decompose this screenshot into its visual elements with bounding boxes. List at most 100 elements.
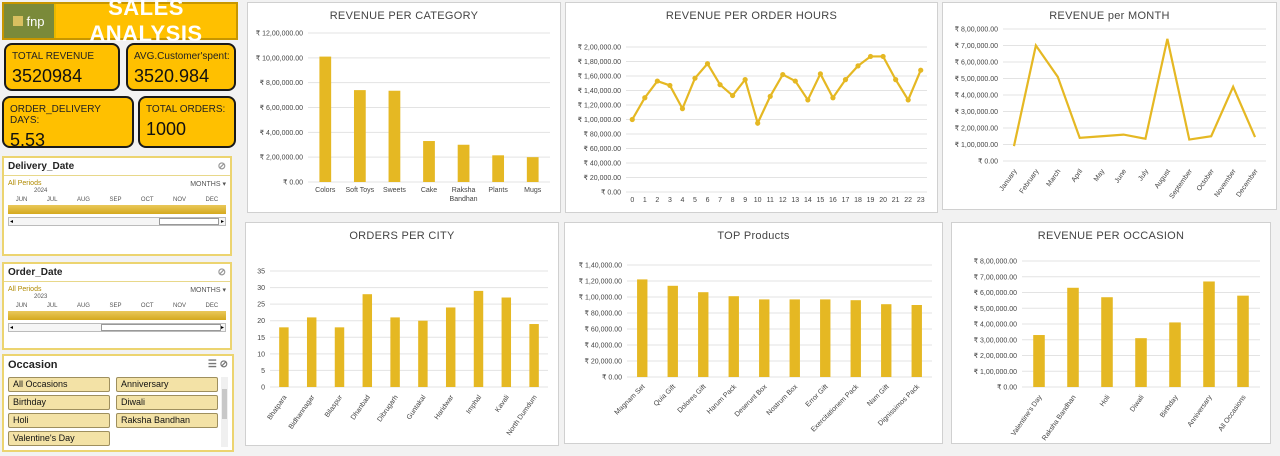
- bar[interactable]: [423, 141, 435, 182]
- kpi-label: TOTAL REVENUE: [12, 51, 95, 62]
- data-point[interactable]: [717, 82, 723, 88]
- bar[interactable]: [457, 144, 470, 182]
- bar[interactable]: [1135, 338, 1147, 387]
- data-point[interactable]: [667, 82, 673, 89]
- data-point[interactable]: [893, 77, 899, 83]
- bar[interactable]: [492, 155, 505, 182]
- bar[interactable]: [1033, 335, 1045, 387]
- bar[interactable]: [319, 56, 332, 182]
- bar[interactable]: [759, 299, 770, 377]
- x-tick-label: June: [1114, 168, 1129, 185]
- data-point[interactable]: [918, 67, 924, 73]
- clear-filter-icon[interactable]: ⊘: [219, 359, 228, 370]
- months-dropdown[interactable]: MONTHS ▾: [190, 181, 226, 188]
- timeline-bar[interactable]: [8, 311, 226, 320]
- bar[interactable]: [362, 294, 373, 387]
- clear-filter-icon[interactable]: ⊘: [217, 267, 226, 278]
- clear-filter-icon[interactable]: ⊘: [217, 161, 226, 172]
- bar[interactable]: [445, 307, 456, 387]
- bar[interactable]: [789, 299, 800, 377]
- month-label[interactable]: OCT: [140, 197, 154, 203]
- timeline-bar[interactable]: [8, 205, 226, 214]
- bar[interactable]: [1203, 281, 1215, 387]
- month-label[interactable]: NOV: [173, 303, 187, 309]
- occasion-option[interactable]: Raksha Bandhan: [116, 413, 218, 428]
- data-point[interactable]: [629, 116, 635, 123]
- data-point[interactable]: [880, 53, 886, 60]
- bar[interactable]: [501, 297, 512, 387]
- month-label[interactable]: SEP: [109, 303, 122, 309]
- data-point[interactable]: [755, 120, 761, 126]
- month-label[interactable]: JUL: [46, 303, 58, 309]
- bar[interactable]: [418, 320, 428, 387]
- data-point[interactable]: [692, 75, 698, 81]
- bar[interactable]: [881, 304, 892, 377]
- data-point[interactable]: [855, 63, 861, 69]
- data-point[interactable]: [830, 95, 836, 101]
- data-point[interactable]: [842, 77, 849, 83]
- bar[interactable]: [1101, 297, 1113, 387]
- delivery-date-slicer[interactable]: Delivery_Date ⊘ All Periods MONTHS ▾ 2024 …: [2, 156, 232, 256]
- bar[interactable]: [1067, 287, 1079, 387]
- order-date-slicer[interactable]: Order_Date ⊘ All Periods MONTHS ▾ 2023 JUN…: [2, 262, 232, 350]
- occasion-slicer[interactable]: Occasion ☰ ⊘ All Occasions Anniversary Bi…: [2, 354, 234, 452]
- month-label[interactable]: SEP: [109, 197, 122, 203]
- bar[interactable]: [1169, 322, 1181, 387]
- bar[interactable]: [1237, 295, 1249, 387]
- occasion-option[interactable]: Birthday: [8, 395, 110, 410]
- bar[interactable]: [390, 317, 400, 387]
- bar[interactable]: [820, 299, 831, 377]
- data-point[interactable]: [704, 61, 711, 67]
- bar[interactable]: [637, 279, 648, 377]
- month-label[interactable]: OCT: [140, 303, 154, 309]
- y-tick-label: ₹ 1,00,000.00: [955, 141, 998, 149]
- month-label[interactable]: DEC: [205, 197, 219, 203]
- occasion-scrollbar[interactable]: [221, 377, 228, 447]
- bar[interactable]: [698, 292, 709, 377]
- data-point[interactable]: [792, 78, 798, 84]
- bar[interactable]: [388, 90, 401, 182]
- data-point[interactable]: [654, 78, 660, 84]
- bar[interactable]: [306, 317, 317, 387]
- month-label[interactable]: JUN: [15, 197, 28, 203]
- bar[interactable]: [728, 296, 739, 377]
- bar[interactable]: [279, 327, 289, 387]
- data-point[interactable]: [867, 53, 874, 60]
- bar[interactable]: [529, 324, 539, 387]
- month-label[interactable]: AUG: [76, 197, 90, 203]
- bar[interactable]: [473, 290, 484, 387]
- occasion-option[interactable]: Holi: [8, 413, 110, 428]
- data-point[interactable]: [730, 92, 736, 99]
- multi-select-icon[interactable]: ☰: [207, 359, 217, 370]
- data-point[interactable]: [905, 97, 911, 103]
- data-point[interactable]: [817, 71, 823, 77]
- occasion-option[interactable]: All Occasions: [8, 377, 110, 392]
- month-label[interactable]: JUL: [46, 197, 58, 203]
- timeline-scrollbar[interactable]: ◂ ▸: [8, 217, 226, 226]
- y-tick-label: ₹ 1,20,000.00: [578, 102, 621, 110]
- data-point[interactable]: [780, 71, 786, 78]
- timeline-scrollbar[interactable]: ◂ ▸: [8, 323, 226, 332]
- bar[interactable]: [667, 285, 678, 377]
- occasion-option[interactable]: Diwali: [116, 395, 218, 410]
- all-periods-label[interactable]: All Periods: [8, 286, 42, 293]
- bar[interactable]: [334, 327, 345, 387]
- data-point[interactable]: [742, 77, 748, 83]
- bar[interactable]: [526, 157, 539, 182]
- data-point[interactable]: [805, 97, 811, 103]
- bar[interactable]: [911, 305, 922, 377]
- occasion-option[interactable]: Anniversary: [116, 377, 218, 392]
- occasion-option[interactable]: Valentine's Day: [8, 431, 110, 446]
- data-point[interactable]: [642, 95, 648, 101]
- month-label[interactable]: AUG: [76, 303, 90, 309]
- data-point[interactable]: [767, 93, 773, 99]
- bar[interactable]: [850, 300, 861, 377]
- data-point[interactable]: [679, 106, 686, 112]
- all-periods-label[interactable]: All Periods: [8, 180, 42, 187]
- bar[interactable]: [353, 90, 366, 182]
- month-label[interactable]: JUN: [15, 303, 28, 309]
- month-label[interactable]: NOV: [173, 197, 187, 203]
- y-tick-label: 10: [257, 351, 265, 358]
- month-label[interactable]: DEC: [205, 303, 219, 309]
- months-dropdown[interactable]: MONTHS ▾: [190, 287, 226, 294]
